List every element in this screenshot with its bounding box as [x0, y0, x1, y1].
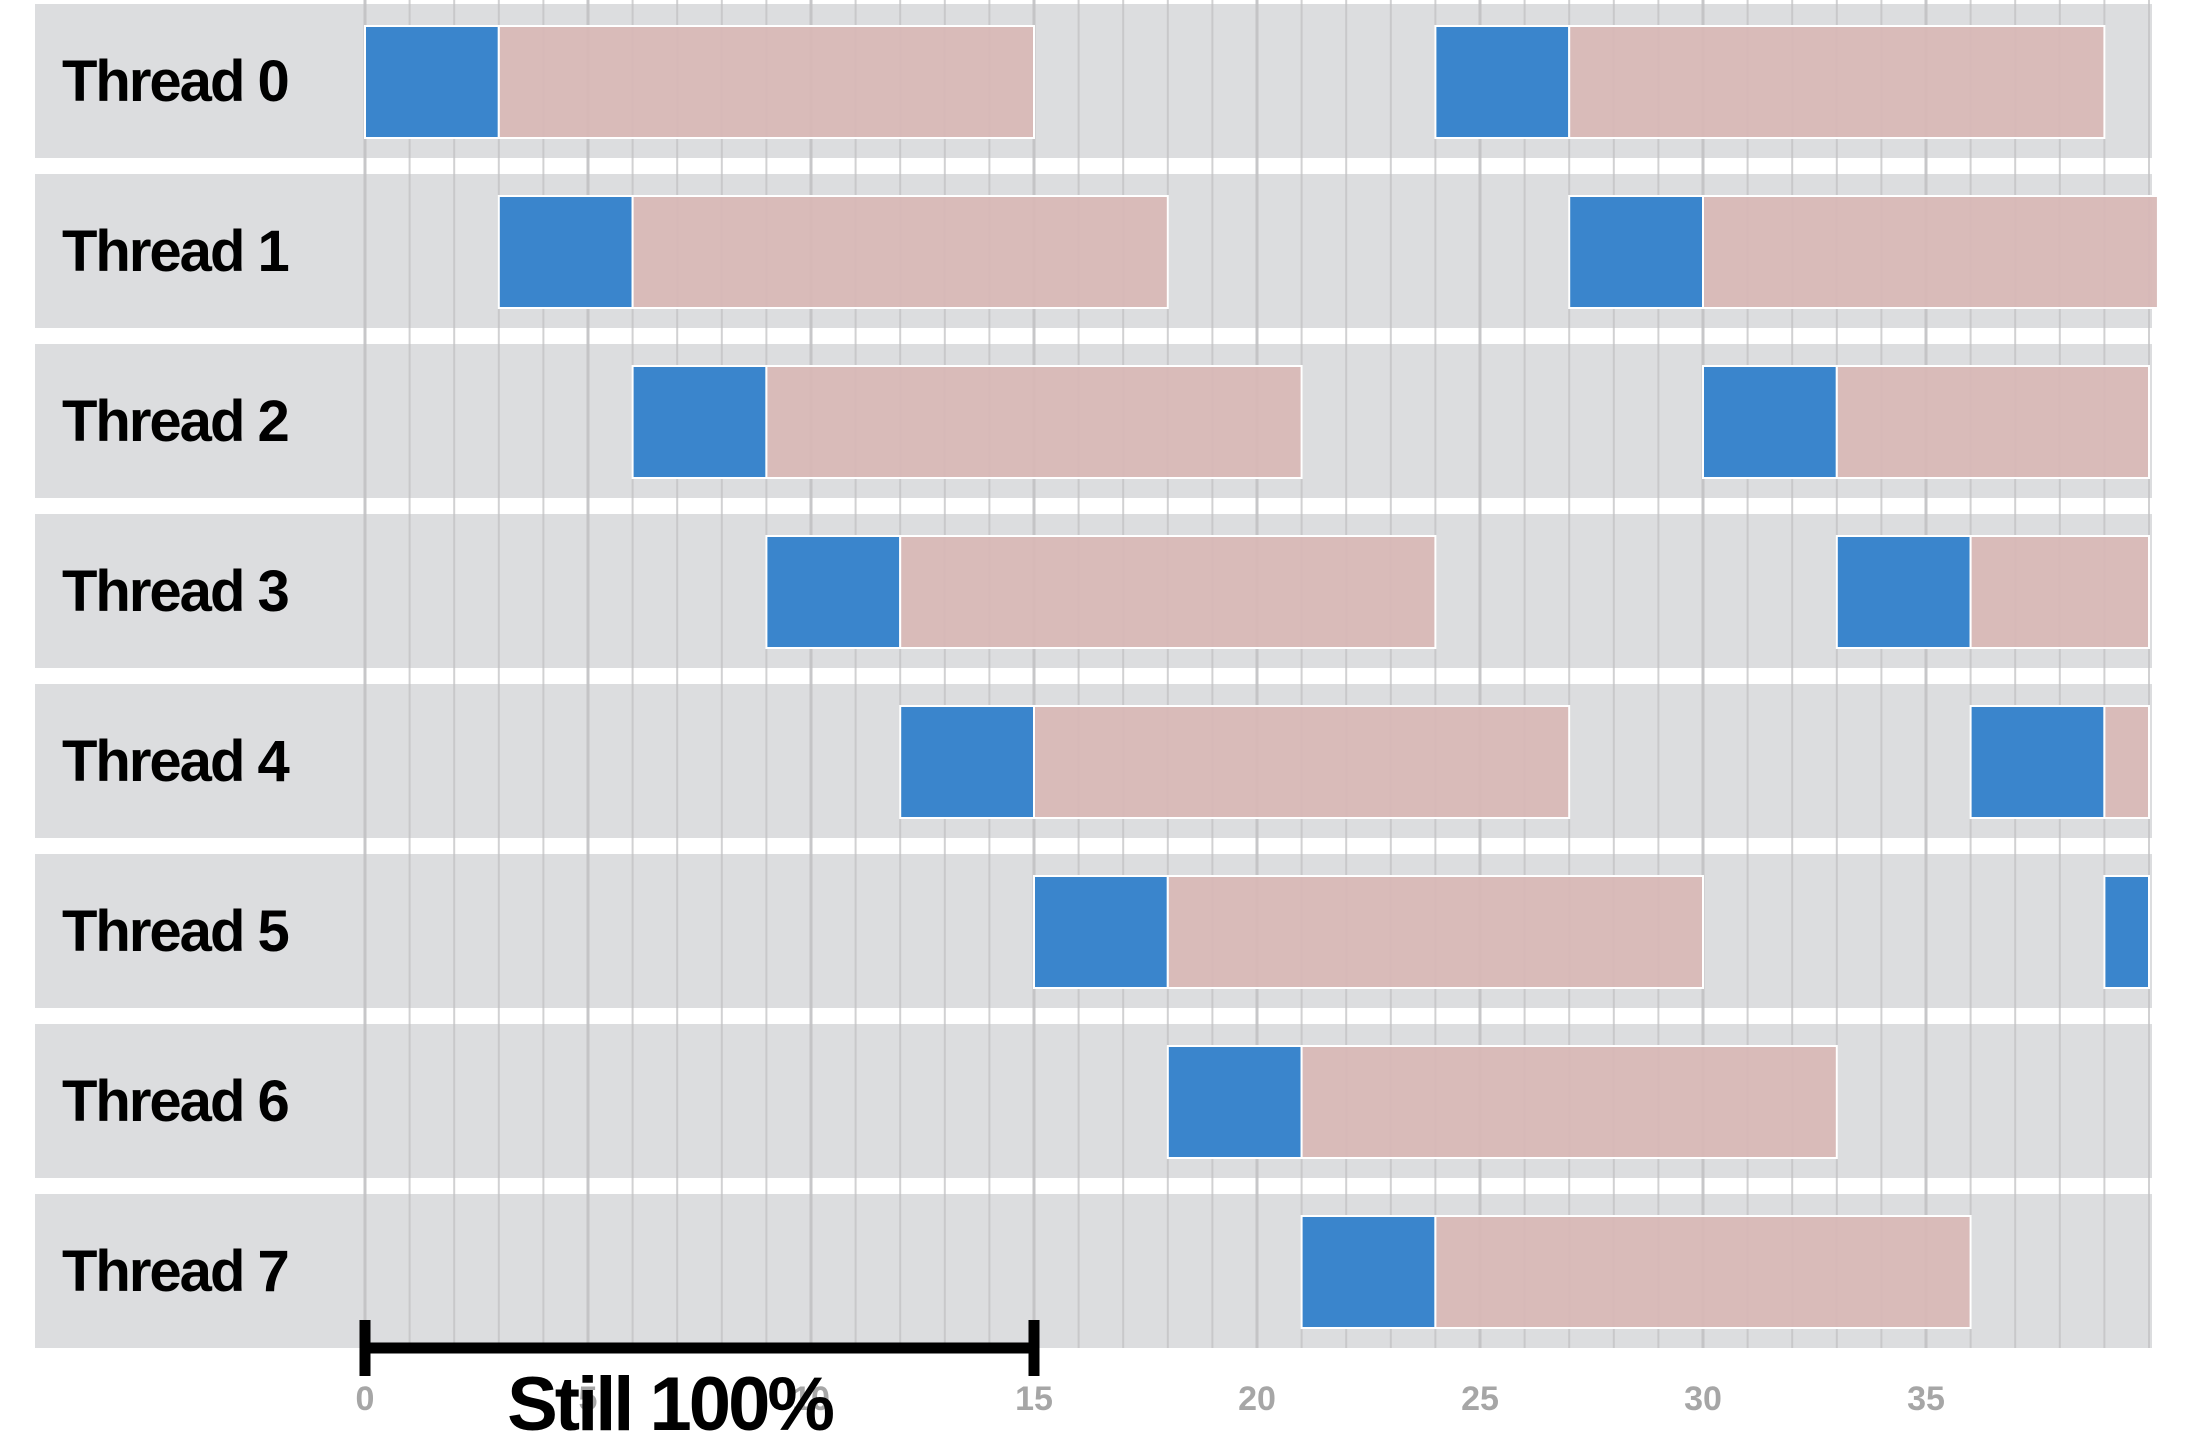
annotation-label: Still 100%	[507, 1362, 833, 1432]
compute-segment	[2103, 875, 2150, 989]
compute-segment	[1835, 535, 1972, 649]
x-tick-label: 30	[1684, 1380, 1722, 1418]
x-tick-label: 15	[1015, 1380, 1053, 1418]
thread-label: Thread 5	[62, 899, 288, 964]
thread-segments	[364, 25, 2159, 1329]
thread-label: Thread 1	[62, 219, 288, 284]
compute-segment	[1300, 1215, 1437, 1329]
stall-segment	[1033, 705, 1571, 819]
x-tick-label: 0	[356, 1380, 375, 1418]
thread-label: Thread 2	[62, 389, 288, 454]
compute-segment	[1969, 705, 2106, 819]
compute-segment	[1702, 365, 1838, 479]
compute-segment	[765, 535, 902, 649]
stall-segment	[1969, 535, 2150, 649]
x-tick-label: 10	[792, 1380, 830, 1418]
stall-segment	[1434, 1215, 1972, 1329]
compute-segment	[1568, 195, 1704, 309]
thread-label: Thread 6	[62, 1069, 288, 1134]
utilization-annotation: Still 100%	[359, 1320, 1040, 1432]
thread-label: Thread 4	[62, 729, 289, 794]
thread-label: Thread 7	[62, 1239, 288, 1304]
stall-segment	[1702, 195, 2159, 309]
thread-label: Thread 3	[62, 559, 288, 624]
x-axis-ticks: 0 5 10 15 20 25 30 35	[356, 1380, 1945, 1418]
compute-segment	[631, 365, 768, 479]
stall-segment	[2103, 705, 2150, 819]
compute-segment	[1434, 25, 1571, 139]
compute-segment	[364, 25, 500, 139]
x-tick-label: 20	[1238, 1380, 1276, 1418]
stall-segment	[631, 195, 1169, 309]
stall-segment	[765, 365, 1303, 479]
compute-segment	[1033, 875, 1169, 989]
x-tick-label: 35	[1907, 1380, 1945, 1418]
x-tick-label: 25	[1461, 1380, 1499, 1418]
stall-segment	[899, 535, 1437, 649]
thread-label: Thread 0	[62, 49, 288, 114]
stall-segment	[1835, 365, 2151, 479]
compute-segment	[497, 195, 634, 309]
compute-segment	[1166, 1045, 1303, 1159]
stall-segment	[1300, 1045, 1838, 1159]
stall-segment	[1568, 25, 2106, 139]
compute-segment	[899, 705, 1036, 819]
x-tick-label: 5	[579, 1380, 598, 1418]
stall-segment	[1166, 875, 1705, 989]
stall-segment	[497, 25, 1035, 139]
thread-labels: Thread 0 Thread 1 Thread 2 Thread 3 Thread 4…	[62, 49, 291, 1304]
